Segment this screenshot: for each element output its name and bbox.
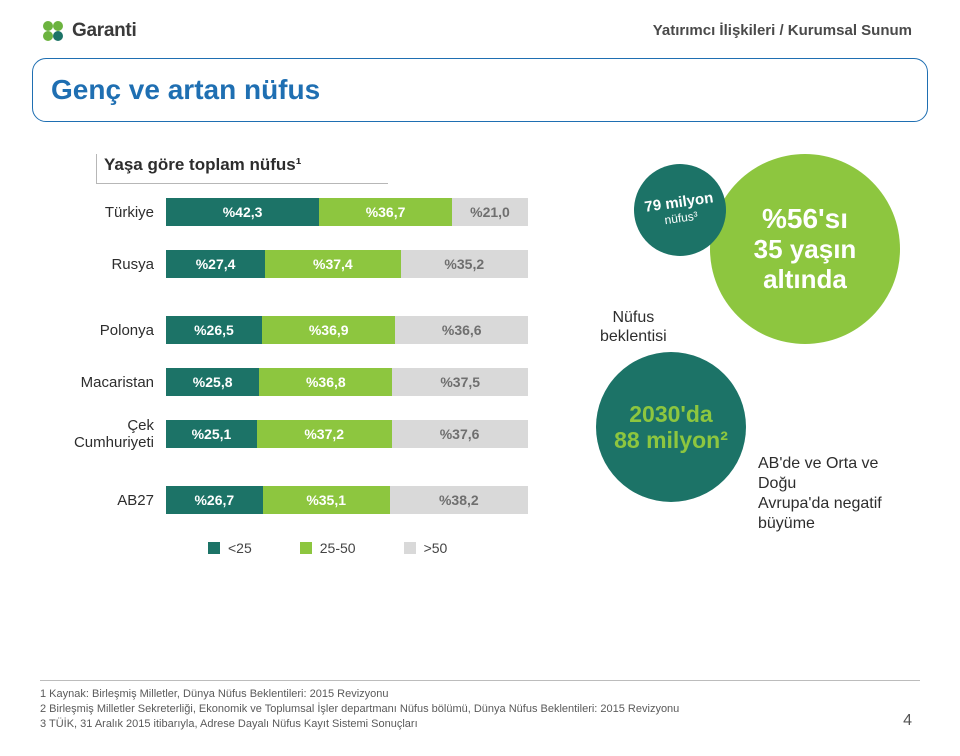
chart-subtitle: Yaşa göre toplam nüfus¹ [104, 155, 301, 175]
bar-row: Polonya%26,5%36,9%36,6 [48, 314, 528, 346]
legend-swatch [208, 542, 220, 554]
callout-expectancy-label: Nüfus beklentisi [600, 308, 667, 346]
callout-cee-line1: AB'de ve Orta ve Doğu [758, 454, 920, 494]
callout-under35-line2: 35 yaşın [754, 235, 857, 265]
bar-segment: %37,4 [265, 250, 400, 278]
bar-category-label: Rusya [48, 256, 166, 273]
bar-row: Rusya%27,4%37,4%35,2 [48, 248, 528, 280]
bar-category-label: Türkiye [48, 204, 166, 221]
footnote-3: 3 TÜİK, 31 Aralık 2015 itibarıyla, Adres… [40, 717, 679, 732]
legend-label: 25-50 [320, 540, 356, 556]
legend-label: >50 [424, 540, 448, 556]
legend-label: <25 [228, 540, 252, 556]
bar-track: %26,5%36,9%36,6 [166, 316, 528, 344]
callout-2030-line2: 88 milyon² [614, 427, 728, 453]
bar-segment: %21,0 [452, 198, 528, 226]
slide-title-card: Genç ve artan nüfus [32, 58, 928, 122]
slide-title: Genç ve artan nüfus [51, 74, 320, 106]
footnote-lines: 1 Kaynak: Birleşmiş Milletler, Dünya Nüf… [40, 687, 679, 732]
bar-row: AB27%26,7%35,1%38,2 [48, 484, 528, 516]
callout-cee-line2: Avrupa'da negatif büyüme [758, 494, 920, 534]
legend-item: 25-50 [300, 540, 356, 556]
callout-cee-text: AB'de ve Orta ve Doğu Avrupa'da negatif … [758, 454, 920, 534]
bar-category-label: Polonya [48, 322, 166, 339]
brand-logo: Garanti [40, 18, 136, 44]
footnotes: 1 Kaynak: Birleşmiş Milletler, Dünya Nüf… [40, 680, 920, 732]
legend-swatch [300, 542, 312, 554]
bar-row: Türkiye%42,3%36,7%21,0 [48, 196, 528, 228]
brand-name: Garanti [72, 20, 136, 42]
callout-2030-line1: 2030'da [629, 401, 712, 427]
bar-segment: %37,6 [392, 420, 528, 448]
bar-row: Çek Cumhuriyeti%25,1%37,2%37,6 [48, 418, 528, 450]
callout-2030: 2030'da 88 milyon² [596, 352, 746, 502]
bar-segment: %36,9 [262, 316, 396, 344]
clover-icon [40, 18, 66, 44]
bar-segment: %26,5 [166, 316, 262, 344]
bar-segment: %26,7 [166, 486, 263, 514]
bar-track: %27,4%37,4%35,2 [166, 250, 528, 278]
stacked-bar-chart: Türkiye%42,3%36,7%21,0Rusya%27,4%37,4%35… [48, 196, 528, 556]
bar-track: %26,7%35,1%38,2 [166, 486, 528, 514]
bar-segment: %36,8 [259, 368, 392, 396]
callout-population-line2: nüfus³ [664, 209, 699, 227]
bar-segment: %37,2 [257, 420, 392, 448]
bar-segment: %25,1 [166, 420, 257, 448]
header-subtitle: Yatırımcı İlişkileri / Kurumsal Sunum [653, 22, 912, 39]
callout-expectancy-label-1: Nüfus [600, 308, 667, 327]
bar-segment: %25,8 [166, 368, 259, 396]
legend-item: <25 [208, 540, 252, 556]
bar-track: %25,1%37,2%37,6 [166, 420, 528, 448]
bar-row: Macaristan%25,8%36,8%37,5 [48, 366, 528, 398]
bar-category-label: AB27 [48, 492, 166, 509]
page-number: 4 [903, 710, 920, 732]
bar-segment: %35,2 [401, 250, 528, 278]
chart-legend: <25 25-50 >50 [208, 540, 528, 556]
footnote-2: 2 Birleşmiş Milletler Sekreterliği, Ekon… [40, 702, 679, 717]
bar-category-label: Macaristan [48, 374, 166, 391]
callout-under35: %56'sı 35 yaşın altında [710, 154, 900, 344]
bar-segment: %37,5 [392, 368, 528, 396]
bar-segment: %35,1 [263, 486, 390, 514]
footnote-1: 1 Kaynak: Birleşmiş Milletler, Dünya Nüf… [40, 687, 679, 702]
bar-segment: %36,7 [319, 198, 452, 226]
callout-under35-line3: altında [763, 265, 847, 295]
bar-track: %25,8%36,8%37,5 [166, 368, 528, 396]
callout-under35-line1: %56'sı [762, 203, 848, 235]
bar-segment: %36,6 [395, 316, 527, 344]
bar-track: %42,3%36,7%21,0 [166, 198, 528, 226]
callout-expectancy-label-2: beklentisi [600, 327, 667, 346]
callout-area: %56'sı 35 yaşın altında 79 milyon nüfus³… [560, 160, 920, 520]
legend-item: >50 [404, 540, 448, 556]
bar-segment: %38,2 [390, 486, 528, 514]
bar-segment: %27,4 [166, 250, 265, 278]
bar-segment: %42,3 [166, 198, 319, 226]
legend-swatch [404, 542, 416, 554]
bar-category-label: Çek Cumhuriyeti [48, 417, 166, 451]
